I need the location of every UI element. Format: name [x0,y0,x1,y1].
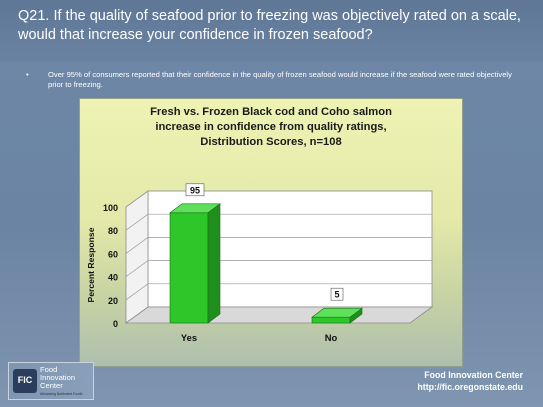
logo-tagline: Advancing Northwest Foods [40,392,83,396]
y-tick-label: 40 [108,273,118,283]
y-tick-label: 20 [108,296,118,306]
bar-top [169,203,221,214]
gridline [125,190,432,208]
logo-name: Food Innovation Center [40,365,76,390]
bar-side [207,203,221,324]
data-label: 5 [334,290,339,300]
footer-url: http://fic.oregonstate.edu [417,382,523,392]
bullet-marker: • [26,70,29,79]
chart-title: Fresh vs. Frozen Black cod and Coho salm… [150,106,392,148]
footer: Food Innovation Center http://fic.oregon… [417,369,523,393]
chart-title-line: increase in confidence from quality rati… [155,121,386,133]
gridline [125,213,432,231]
data-label: 95 [190,185,200,195]
logo-badge-text: FIC [17,375,33,385]
chart-panel: Fresh vs. Frozen Black cod and Coho salm… [79,98,463,367]
x-category-label: No [325,332,338,343]
fic-badge-icon: FIC [13,369,37,393]
slide-title: Q21. If the quality of seafood prior to … [18,8,521,43]
y-tick-label: 60 [108,249,118,259]
footer-org-name: Food Innovation Center [424,370,523,380]
fic-logo: FIC Food Innovation Center Advancing Nor… [8,362,94,400]
chart-labels: 95 Yes 5 No [181,183,344,343]
bar-top [311,307,363,318]
gridline [125,260,432,277]
y-axis-label: Percent Response [86,227,96,302]
x-category-label: Yes [181,332,197,343]
bar-chart: Fresh vs. Frozen Black cod and Coho salm… [86,106,434,343]
bar [311,307,363,324]
bullet-point: • Over 95% of consumers reported that th… [26,70,526,90]
gridline [125,237,432,254]
chart-title-line: Fresh vs. Frozen Black cod and Coho salm… [150,106,392,118]
chart-side-wall [125,190,149,324]
bar [169,203,221,324]
y-tick-label: 100 [103,203,118,213]
chart-axes: 0 20 40 60 80 100 Percent Response [86,203,118,329]
chart-bars [169,203,363,324]
data-label-box [185,183,205,197]
bar-front [169,212,209,324]
y-tick-label: 80 [108,226,118,236]
data-label-box [330,287,344,301]
header-band [0,0,543,62]
chart-title-line: Distribution Scores, n=108 [200,136,341,148]
y-tick-label: 0 [113,319,118,329]
bar-front [311,316,351,324]
gridline [125,283,432,301]
bullet-text: Over 95% of consumers reported that thei… [48,70,512,89]
